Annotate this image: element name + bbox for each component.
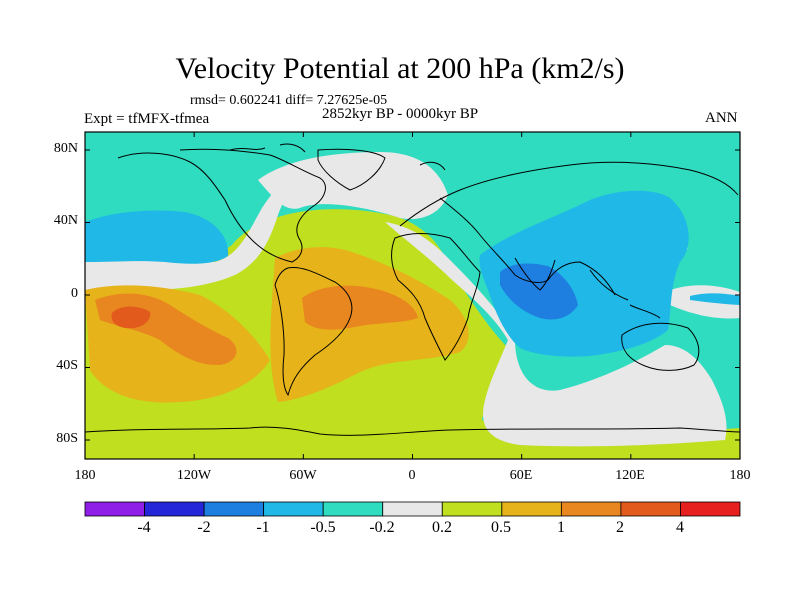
colorbar-swatch: [203, 501, 265, 517]
colorbar-label-10: 4: [676, 519, 684, 536]
y-tick-label-40n: 40N: [53, 213, 78, 228]
colorbar-label-1: -4: [137, 519, 151, 536]
coast-africa: [391, 233, 481, 361]
period-label: 2852kyr BP - 0000kyr BP: [322, 106, 479, 122]
x-tick-label-60e: 60E: [509, 468, 533, 483]
field-neg-05-asia: [479, 190, 689, 357]
colorbar-swatch: [680, 501, 741, 517]
colorbar-label-8: 1: [557, 519, 565, 536]
field-near-zero-west: [85, 162, 320, 305]
y-tick-label-80s: 80S: [56, 431, 78, 446]
colorbar-swatch: [144, 501, 205, 517]
colorbar-swatch: [382, 501, 443, 517]
colorbar: [84, 501, 741, 517]
colorbar-label-9: 2: [616, 519, 624, 536]
colorbar-label-5: -0.2: [369, 519, 395, 536]
stats-text: rmsd= 0.602241 diff= 7.27625e-05: [190, 93, 388, 108]
coast-north-america: [117, 148, 326, 263]
axis-ticks: [84, 132, 741, 459]
colorbar-swatch: [322, 501, 384, 517]
field-near-zero-africa: [385, 222, 727, 447]
field-pos-1-atlantic: [302, 285, 418, 330]
coast-india: [514, 257, 556, 291]
coast-greenland: [317, 148, 386, 191]
colorbar-swatch: [620, 501, 681, 517]
y-tick-label-40s: 40S: [56, 358, 78, 373]
field-pos-2-core: [111, 306, 151, 329]
contour-field: [85, 132, 740, 459]
x-tick-label-120w: 120W: [176, 468, 212, 483]
coast-se-asia: [589, 269, 661, 319]
experiment-label: Expt = tfMFX-tfmea: [84, 111, 210, 127]
field-neg-05-npacific: [85, 210, 229, 264]
colorbar-label-3: -1: [256, 519, 270, 536]
coast-arctic-islands: [229, 143, 446, 171]
colorbar-swatch: [263, 501, 324, 517]
field-pos-05-atlantic: [270, 247, 469, 402]
colorbar-label-6: 0.2: [432, 519, 452, 536]
coast-australia: [621, 322, 700, 371]
coast-south-america: [274, 266, 353, 397]
field-neg-05-spacific: [690, 293, 740, 305]
colorbar-swatch: [560, 501, 622, 517]
x-tick-label-180w: 180: [74, 468, 96, 483]
x-tick-label-0: 0: [408, 468, 416, 483]
y-tick-label-80n: 80N: [53, 141, 78, 156]
colorbar-swatch: [441, 501, 503, 517]
plot-title: Velocity Potential at 200 hPa (km2/s): [175, 52, 625, 85]
y-tick-label-0: 0: [71, 286, 78, 301]
colorbar-label-2: -2: [197, 519, 211, 536]
colorbar-label-4: -0.5: [310, 519, 336, 536]
coastlines: [85, 143, 740, 436]
season-label: ANN: [705, 110, 738, 126]
x-tick-label-60w: 60W: [289, 468, 317, 483]
colorbar-swatch: [501, 501, 562, 517]
colorbar-label-7: 0.5: [491, 519, 511, 536]
x-tick-label-120e: 120E: [615, 468, 645, 483]
field-near-zero-atlantic: [258, 152, 448, 220]
coast-antarctica: [85, 426, 740, 436]
x-tick-label-180e: 180: [729, 468, 751, 483]
colorbar-swatch: [84, 501, 145, 517]
